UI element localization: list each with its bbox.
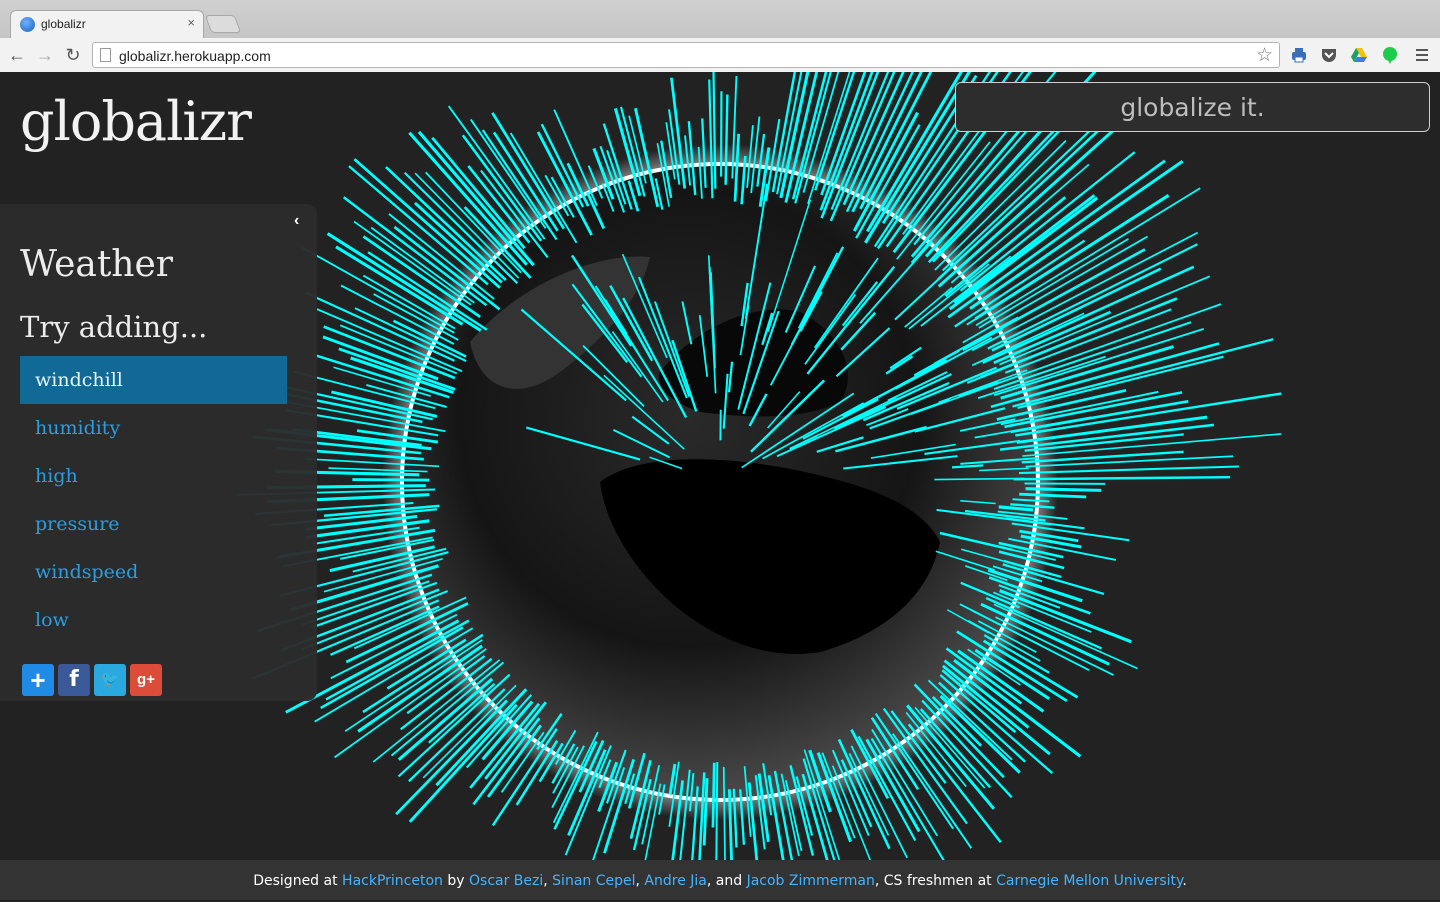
evernote-icon[interactable]	[1381, 46, 1399, 64]
tab-strip: globalizr ×	[0, 0, 1440, 38]
facebook-icon[interactable]: f	[58, 664, 90, 696]
back-icon[interactable]: ←	[6, 44, 28, 66]
drive-icon[interactable]	[1350, 46, 1368, 64]
pocket-icon[interactable]	[1320, 46, 1338, 64]
collapse-chevron-icon[interactable]: ‹	[294, 212, 299, 230]
option-windspeed[interactable]: windspeed	[20, 548, 287, 596]
link-cmu[interactable]: Carnegie Mellon University	[996, 873, 1182, 889]
footer-end: .	[1182, 873, 1186, 889]
tab-close-icon[interactable]: ×	[187, 15, 195, 30]
footer: Designed at HackPrinceton by Oscar Bezi,…	[0, 860, 1440, 900]
sidebar-title: Weather	[20, 244, 173, 285]
browser-chrome: globalizr × ← → ↻ globalizr.herokuapp.co…	[0, 0, 1440, 72]
page-icon	[100, 48, 111, 62]
menu-icon[interactable]	[1413, 46, 1431, 64]
reload-icon[interactable]: ↻	[62, 44, 84, 66]
link-oscar-bezi[interactable]: Oscar Bezi	[469, 873, 543, 889]
link-hackprinceton[interactable]: HackPrinceton	[342, 873, 443, 889]
footer-by: by	[443, 873, 469, 889]
tab-title: globalizr	[41, 17, 86, 31]
footer-sep: ,	[543, 873, 552, 889]
data-bar	[716, 762, 717, 860]
footer-designed-at: Designed at	[253, 873, 342, 889]
data-bar	[396, 700, 507, 814]
data-bar	[726, 94, 728, 184]
option-humidity[interactable]: humidity	[20, 404, 287, 452]
link-sinan-cepel[interactable]: Sinan Cepel	[552, 873, 635, 889]
globe-favicon-icon	[20, 17, 35, 32]
option-windchill[interactable]: windchill	[20, 356, 287, 404]
google-plus-icon[interactable]: g+	[130, 664, 162, 696]
forward-icon[interactable]: →	[34, 44, 56, 66]
data-bar	[352, 480, 429, 481]
option-high[interactable]: high	[20, 452, 287, 500]
link-andre-jia[interactable]: Andre Jia	[644, 873, 706, 889]
option-list: windchill humidity high pressure windspe…	[20, 356, 287, 644]
data-bar	[1026, 489, 1102, 491]
search-input[interactable]: globalize it.	[955, 82, 1430, 132]
data-bar	[724, 767, 725, 860]
page: globalizr globalize it. ‹ Weather Try ad…	[0, 72, 1440, 860]
footer-cs: , CS freshmen at	[875, 873, 996, 889]
option-pressure[interactable]: pressure	[20, 500, 287, 548]
print-icon[interactable]	[1290, 46, 1308, 64]
footer-and: , and	[707, 873, 747, 889]
new-tab-button[interactable]	[205, 15, 242, 33]
bookmark-star-icon[interactable]: ☆	[1256, 44, 1273, 67]
link-jacob-zimmerman[interactable]: Jacob Zimmerman	[747, 873, 875, 889]
option-low[interactable]: low	[20, 596, 287, 644]
browser-tab[interactable]: globalizr ×	[10, 10, 204, 38]
data-bar	[934, 478, 1024, 479]
data-bar	[713, 763, 714, 828]
browser-toolbar: ← → ↻ globalizr.herokuapp.com ☆	[0, 38, 1440, 72]
address-bar[interactable]: globalizr.herokuapp.com ☆	[92, 42, 1280, 68]
twitter-icon[interactable]: 🐦	[94, 664, 126, 696]
url-text: globalizr.herokuapp.com	[119, 48, 271, 64]
app-logo[interactable]: globalizr	[20, 90, 251, 153]
data-bar	[938, 121, 1109, 280]
share-plus-icon[interactable]: +	[22, 664, 54, 696]
sidebar-subtitle: Try adding...	[20, 310, 207, 344]
sidebar-panel: ‹ Weather Try adding... windchill humidi…	[0, 204, 317, 701]
